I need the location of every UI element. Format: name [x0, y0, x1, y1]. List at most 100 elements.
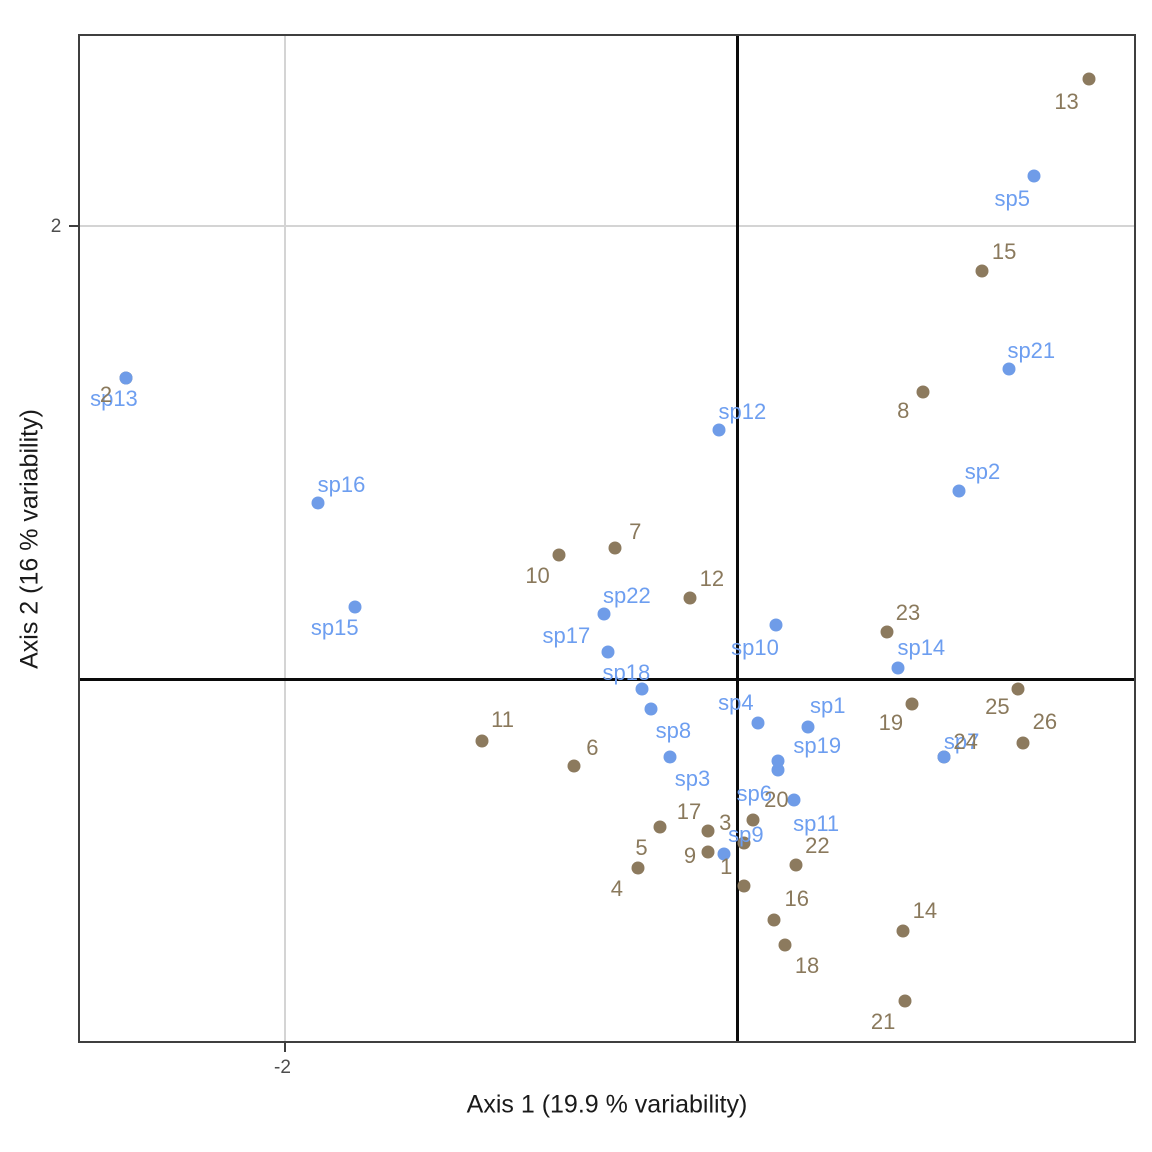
site-label: 15	[991, 239, 1017, 265]
species-point	[891, 661, 905, 675]
site-label: 20	[764, 787, 789, 813]
species-point	[119, 371, 133, 385]
site-label: 22	[805, 833, 830, 859]
species-point	[311, 496, 325, 510]
site-point	[701, 845, 715, 859]
site-label: 3	[719, 809, 732, 835]
site-point	[653, 820, 667, 834]
species-label: sp13	[90, 385, 138, 411]
site-point	[608, 541, 622, 555]
site-point	[898, 994, 912, 1008]
site-point	[789, 858, 803, 872]
site-label: 7	[629, 518, 642, 544]
site-label: 8	[897, 397, 910, 423]
site-label: 2	[99, 381, 113, 407]
site-point	[737, 836, 751, 850]
site-point	[631, 861, 645, 875]
site-point	[905, 697, 919, 711]
site-point	[767, 913, 781, 927]
site-label: 6	[586, 734, 599, 760]
site-point	[475, 734, 489, 748]
site-point	[880, 625, 894, 639]
site-label: 11	[491, 706, 514, 732]
species-label: sp3	[674, 765, 711, 791]
species-label: sp21	[1007, 337, 1056, 363]
species-label: sp5	[994, 186, 1030, 212]
species-label: sp2	[964, 459, 1001, 485]
site-point	[746, 813, 760, 827]
species-label: sp1	[809, 693, 846, 719]
species-point	[787, 793, 801, 807]
site-label: 14	[912, 898, 938, 924]
site-label: 4	[610, 875, 623, 901]
site-point	[552, 548, 566, 562]
y-axis-title: Axis 2 (16 % variability)	[15, 408, 44, 669]
site-label: 26	[1032, 708, 1058, 734]
gridline-vertical	[283, 34, 286, 1043]
species-label: sp4	[718, 689, 754, 715]
species-point	[712, 423, 726, 437]
site-label: 19	[878, 710, 904, 736]
gridline-horizontal	[78, 225, 1136, 227]
site-point	[1082, 72, 1096, 86]
site-point	[916, 385, 930, 399]
site-point	[567, 759, 581, 773]
y-tick-label: 2	[50, 216, 62, 237]
site-point	[896, 924, 910, 938]
y-tick-mark	[69, 225, 78, 227]
species-point	[1002, 362, 1016, 376]
species-point	[601, 645, 615, 659]
species-label: sp22	[603, 582, 651, 608]
species-label: sp11	[793, 810, 840, 836]
origin-crosshair-horizontal	[78, 678, 1136, 681]
species-label: sp17	[542, 623, 591, 649]
site-point	[1011, 682, 1025, 696]
species-point	[1027, 169, 1041, 183]
species-point	[348, 600, 362, 614]
x-axis-title: Axis 1 (19.9 % variability)	[466, 1090, 748, 1119]
species-label: sp7	[943, 728, 980, 754]
species-label: sp10	[731, 635, 779, 661]
species-point	[771, 754, 785, 768]
site-label: 18	[794, 952, 820, 978]
site-label: 1	[720, 853, 733, 879]
site-label: 21	[870, 1009, 896, 1035]
x-tick-mark	[283, 1043, 286, 1052]
species-label: sp18	[602, 659, 651, 685]
species-point	[801, 720, 815, 734]
species-point	[663, 750, 677, 764]
site-label: 24	[953, 728, 978, 754]
site-point	[1016, 736, 1030, 750]
species-label: sp9	[728, 822, 764, 848]
species-point	[751, 716, 765, 730]
species-point	[644, 702, 658, 716]
origin-crosshair-vertical	[736, 34, 739, 1043]
site-point	[778, 938, 792, 952]
site-point	[975, 264, 989, 278]
species-point	[937, 750, 951, 764]
species-point	[635, 682, 649, 696]
plot-panel	[78, 34, 1136, 1043]
site-label: 12	[699, 565, 725, 591]
site-label: 23	[895, 599, 921, 625]
site-label: 5	[635, 834, 648, 860]
species-label: sp16	[317, 471, 366, 497]
site-point	[701, 824, 715, 838]
species-point	[597, 607, 611, 621]
site-label: 10	[525, 562, 550, 588]
site-label: 9	[683, 842, 697, 868]
site-point	[737, 879, 751, 893]
species-label: sp19	[793, 733, 842, 759]
species-label: sp15	[310, 614, 359, 640]
species-label: sp14	[897, 635, 946, 661]
x-tick-label: -2	[274, 1057, 291, 1078]
species-label: sp12	[718, 399, 767, 425]
site-label: 17	[676, 799, 702, 825]
species-label: sp6	[736, 781, 773, 807]
species-point	[769, 618, 783, 632]
site-label: 25	[985, 693, 1010, 719]
species-label: sp8	[655, 717, 692, 743]
site-label: 16	[784, 885, 809, 911]
site-label: 13	[1054, 88, 1079, 114]
